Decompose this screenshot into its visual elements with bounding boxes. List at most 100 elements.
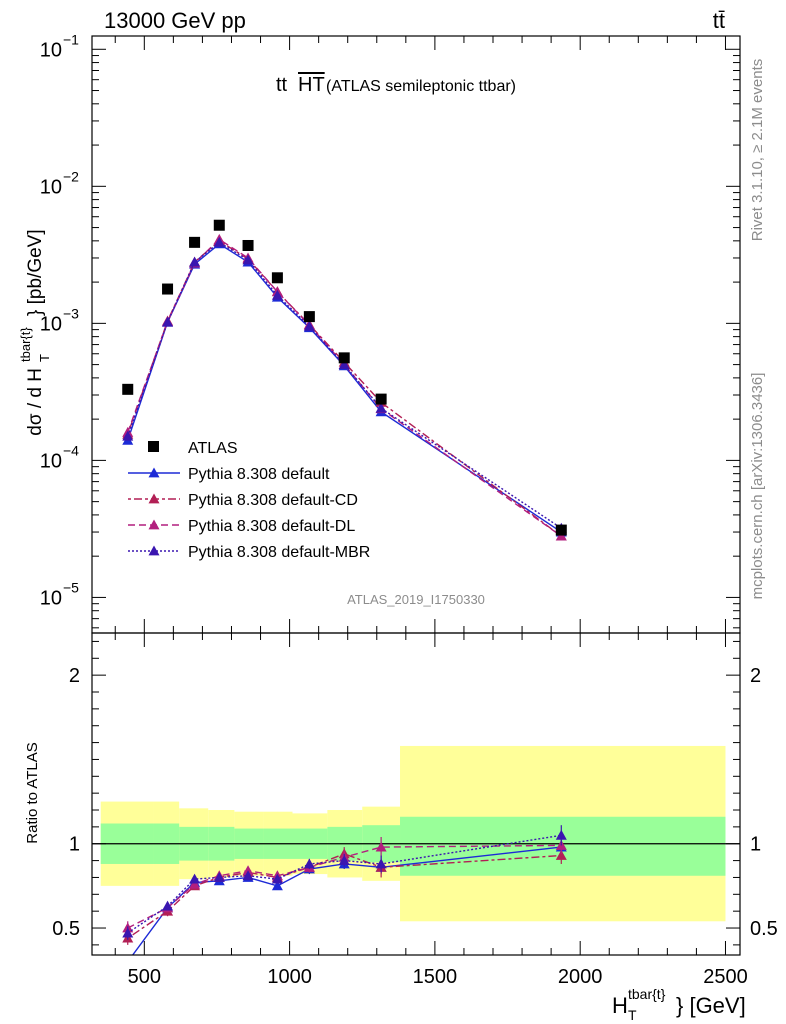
series-point-4 — [242, 254, 254, 265]
ratio-line-1 — [131, 846, 562, 955]
series-point-4 — [122, 430, 134, 441]
watermark: ATLAS_2019_I1750330 — [347, 592, 485, 607]
legend-marker — [148, 545, 160, 556]
legend-marker — [148, 467, 160, 478]
series-line-2 — [127, 239, 562, 537]
ratio-point-4 — [303, 858, 315, 869]
main-series-layer — [122, 219, 567, 541]
atlas-point — [303, 311, 315, 323]
main-ylabel-unit: } [pb/GeV] — [25, 229, 46, 316]
legend-label: Pythia 8.308 default-MBR — [188, 544, 370, 561]
main-y-label: dσ / d H T tbar{t} } [pb/GeV] — [18, 229, 52, 435]
process-label: 13000 GeV pp — [104, 8, 246, 33]
ratio-line-3 — [127, 844, 562, 929]
ratio-point-3 — [375, 841, 387, 852]
title-over: HT — [298, 74, 325, 96]
ratio-point-4 — [555, 829, 567, 840]
series-point-4 — [162, 316, 174, 327]
rivet-label: Rivet 3.1.10, ≥ 2.1M events — [749, 59, 766, 242]
series-point-4 — [213, 236, 225, 247]
series-line-1 — [127, 243, 562, 533]
ratio-xtick-label: 2500 — [703, 966, 748, 988]
xlabel-h: H — [612, 993, 628, 1018]
main-ytick-label: 10 — [40, 39, 62, 61]
ratio-line-2 — [127, 853, 562, 939]
ratio-point-3 — [242, 865, 254, 876]
ratio-ytick-label-right: 1 — [750, 834, 761, 856]
main-ytick-exp: −4 — [63, 442, 79, 458]
ratio-xtick-label: 500 — [128, 966, 161, 988]
main-ytick-label: 10 — [40, 313, 62, 335]
main-ylabel-text: dσ / d H — [25, 368, 46, 436]
ratio-bands — [100, 745, 726, 922]
ratio-point-1 — [122, 956, 133, 966]
ratio-ylabel: Ratio to ATLAS — [24, 742, 41, 843]
ratio-ytick-label: 2 — [69, 665, 80, 687]
title-sub: (ATLAS semileptonic ttbar) — [326, 78, 516, 95]
ratio-ticks: 0.5 0.51 12 2500 1000 1500 2000 2500 — [52, 633, 778, 988]
series-point-3 — [555, 530, 567, 541]
legend: ATLAS Pythia 8.308 default Pythia 8.308 de… — [128, 440, 370, 561]
main-ylabel-sup: tbar{t} — [18, 327, 33, 362]
title-main: tt — [276, 74, 288, 96]
xlabel-sup: tbar{t} — [628, 986, 666, 1002]
main-ytick-exp: −2 — [63, 168, 79, 184]
ratio-series-group — [122, 825, 567, 966]
atlas-point — [271, 272, 283, 284]
ratio-ytick-label: 0.5 — [52, 918, 80, 940]
mcplots-label: mcplots.cern.ch [arXiv:1306.3436] — [749, 373, 766, 600]
atlas-point — [122, 383, 134, 395]
main-ylabel-sub: T — [37, 354, 52, 362]
main-ytick-exp: −5 — [63, 579, 79, 595]
main-panel: 10−510−410−310−210−1 tt HT (ATLAS semile… — [18, 31, 741, 634]
ratio-point-3 — [189, 878, 201, 889]
main-ticks: 10−510−410−310−210−1 — [40, 31, 740, 633]
ratio-ytick-label-right: 2 — [750, 665, 761, 687]
ratio-frame — [91, 632, 741, 956]
ratio-point-4 — [271, 873, 283, 884]
series-point-4 — [271, 289, 283, 300]
main-ytick-label: 10 — [40, 450, 62, 472]
ratio-xtick-label: 2000 — [558, 966, 603, 988]
ratio-point-4 — [162, 900, 174, 911]
ratio-point-4 — [213, 871, 225, 882]
ratio-point-2 — [555, 850, 567, 860]
main-ytick-label: 10 — [40, 176, 62, 198]
main-ytick-exp: −3 — [63, 305, 79, 321]
atlas-point — [375, 393, 387, 405]
legend-label: ATLAS — [188, 440, 238, 457]
ratio-point-4 — [122, 927, 134, 938]
atlas-point — [242, 239, 254, 251]
series-point-4 — [303, 320, 315, 331]
ratio-point-4 — [338, 855, 350, 865]
atlas-point — [213, 219, 225, 231]
xlabel-unit: } [GeV] — [676, 993, 746, 1018]
ratio-series-layer — [122, 825, 567, 966]
series-line-4 — [127, 241, 562, 529]
x-axis-label: H T tbar{t} } [GeV] — [612, 986, 746, 1023]
ratio-point-1 — [271, 880, 283, 891]
atlas-point — [162, 283, 174, 295]
legend-marker — [148, 493, 160, 504]
atlas-point — [555, 524, 567, 536]
ratio-xtick-label: 1000 — [267, 966, 312, 988]
series-point-4 — [375, 402, 387, 413]
ratio-ytick-label: 1 — [69, 834, 80, 856]
legend-label: Pythia 8.308 default-CD — [188, 492, 358, 509]
xlabel-sub: T — [628, 1007, 637, 1023]
main-title: tt HT (ATLAS semileptonic ttbar) — [276, 74, 516, 96]
legend-label: Pythia 8.308 default-DL — [188, 518, 355, 535]
ratio-point-4 — [242, 870, 254, 881]
legend-label: Pythia 8.308 default — [188, 466, 330, 483]
ratio-panel: 0.5 0.51 12 2500 1000 1500 2000 2500 Ratio to A… — [24, 632, 778, 1023]
ratio-ytick-label-right: 0.5 — [750, 918, 778, 940]
atlas-point — [338, 352, 350, 364]
legend-marker — [148, 519, 160, 530]
atlas-point — [189, 236, 201, 248]
series-point-4 — [189, 256, 201, 267]
ratio-xtick-label: 1500 — [413, 966, 458, 988]
series-point-4 — [338, 359, 350, 370]
main-ytick-label: 10 — [40, 587, 62, 609]
channel-label: tt̄ — [713, 8, 725, 33]
